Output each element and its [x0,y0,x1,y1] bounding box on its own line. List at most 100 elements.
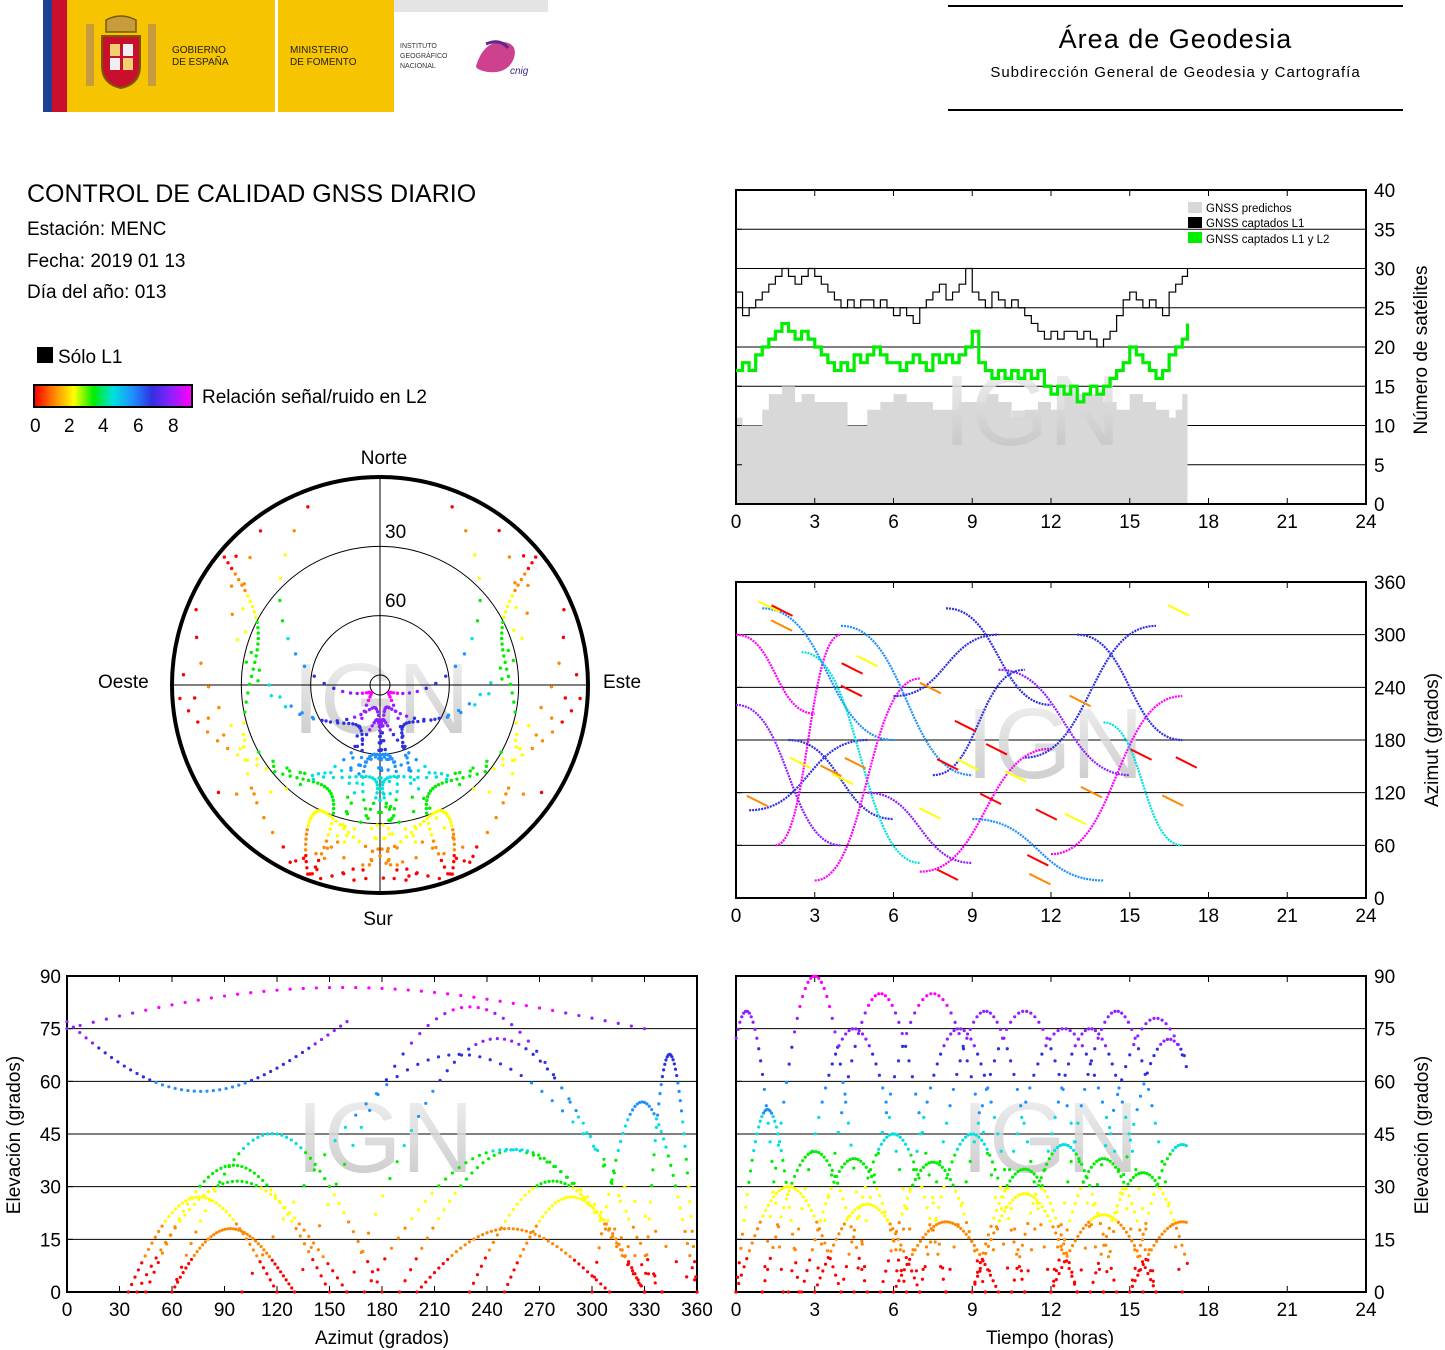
elev-time-track-12-pt-13 [1145,1071,1149,1075]
elev-az-track-3-pt-1 [148,1280,152,1284]
elev-time-track-13-pt-4 [740,1232,745,1236]
sky-track-16-pt-33 [345,795,350,799]
elev-time-track-21-pt-23 [1111,1162,1115,1166]
elev-az-track-5-pt-29 [535,1049,539,1053]
elev-time-track-1-pt-8 [782,1100,786,1104]
elev-az-track-0-pt-0 [65,1020,69,1024]
sky-track-5-pt-16 [408,775,413,779]
elev-time-track-26-pt-35 [986,1268,990,1272]
elev-time-track-13-pt-32 [786,1192,790,1197]
elev-az-track-4-pt-27 [245,1232,249,1236]
elev-time-track-22-pt-6 [1104,1234,1109,1239]
elev-az-track-3-pt-40 [311,1258,315,1262]
legend-label-predicted: GNSS predichos [1206,203,1292,215]
sky-track-9-pt-1 [539,790,544,795]
elev-az-track-0-pt-20 [192,1089,196,1093]
elev-time-track-18-pt-2 [923,1265,927,1269]
elev-az-track-14-pt-26 [652,1112,656,1116]
elev-time-track-9-pt-24 [1103,1044,1108,1048]
elev-az-track-7-pt-6 [403,1226,407,1230]
elev-az-track-1-pt-9 [183,1000,187,1005]
elev-az-track-3-pt-12 [194,1190,198,1194]
elev-az-track-8-pt-2 [409,1268,413,1272]
sky-track-13-pt-4 [534,733,538,737]
elev-time-track-4-pt-21 [937,994,941,998]
elev-time-track-19-pt-3 [978,1260,982,1265]
elev-time-track-9-pt-5 [1039,1187,1044,1191]
elev-time-track-16-pt-5 [852,1228,857,1232]
elev-time-track-5-pt-5 [908,1187,912,1191]
sky-track-15-pt-11 [351,835,356,839]
elev-time-track-17-pt-13 [913,1177,917,1182]
elev-time-track-4-pt-0 [852,1290,856,1294]
sky-track-14-pt-27 [447,817,452,821]
sky-track-4-pt-31 [359,820,363,824]
sky-track-1-pt-1 [258,529,263,533]
elev-time-track-8-pt-8 [1016,1132,1020,1136]
sky-track-3-pt-38 [471,854,475,859]
sky-track-8-pt-7 [311,777,316,781]
elev-time-track-5-pt-20 [959,1027,963,1031]
sky-track-12-pt-22 [388,754,392,759]
elev-time-track-25-pt-14 [850,1211,855,1215]
ytick-label-120: 120 [1374,784,1406,805]
sky-track-3-pt-11 [456,708,461,713]
elev-az-track-0-pt-10 [129,1068,133,1072]
elev-az-track-5-pt-26 [510,1023,514,1027]
elev-az-track-12-pt-10 [654,1125,659,1129]
ytick-label-15: 15 [1374,377,1395,398]
sky-track-3-pt-22 [400,727,404,732]
azimuth-track-13 [972,817,1104,882]
elev-az-track-11-pt-12 [541,1215,545,1219]
elev-time-track-24-pt-5 [747,1249,752,1253]
elev-time-track-0-pt-17 [740,1015,744,1019]
elev-time-track-26-pt-27 [964,1232,968,1236]
sky-track-8-pt-13 [360,738,365,742]
sky-track-2-pt-13 [412,716,417,720]
elev-time-track-9-pt-7 [1046,1149,1050,1153]
elev-time-track-7-pt-9 [980,1104,984,1108]
sky-track-0-pt-23 [376,713,381,718]
elev-time-track-3-pt-21 [883,994,888,998]
elev-time-track-14-pt-37 [860,1267,864,1272]
sky-track-16-pt-35 [343,824,347,829]
elev-time-track-7-pt-26 [1049,1047,1053,1051]
sky-track-1-pt-37 [322,856,327,861]
elev-time-track-2-pt-38 [914,1269,918,1273]
sky-track-0-pt-22 [375,710,380,714]
sky-track-11-pt-9 [507,599,512,603]
elev-az-track-1-pt-21 [341,985,345,990]
elev-time-track-24-pt-12 [766,1203,770,1207]
elev-time-track-6-pt-33 [1029,1159,1033,1164]
sky-track-11-pt-5 [519,577,524,582]
elev-az-track-8-pt-21 [514,1147,519,1152]
elev-time-track-21-pt-3 [1057,1258,1061,1262]
elev-az-track-6-pt-21 [495,1036,499,1041]
cnig-logo-icon: cnig [476,40,529,77]
elev-time-track-21-pt-15 [1089,1165,1093,1169]
elev-time-track-0-pt-37 [777,1245,782,1249]
sky-track-5-pt-27 [382,796,386,800]
sky-track-14-pt-30 [451,828,455,832]
elev-time-track-6-pt-29 [1015,1087,1019,1092]
elev-time-track-20-pt-38 [1112,1278,1116,1282]
sky-track-12-pt-10 [316,772,321,776]
elev-az-track-14-pt-43 [693,1278,697,1282]
elev-time-track-25-pt-0 [813,1290,817,1294]
sky-track-8-pt-14 [364,732,369,737]
elev-time-track-7-pt-12 [992,1059,997,1063]
legend-label-l1l2: GNSS captados L1 y L2 [1206,234,1329,246]
ytick-label-60: 60 [40,1072,61,1093]
xtick-label-3: 3 [809,906,820,927]
elev-az-track-1-pt-34 [511,1001,515,1005]
elev-time-track-28-pt-30 [1130,1239,1134,1243]
sky-track-8-pt-11 [349,751,353,755]
elev-time-track-14-pt-4 [771,1245,775,1250]
elev-time-track-4-pt-6 [876,1151,880,1155]
sky-track-9-pt-25 [378,734,382,739]
elev-time-track-13-pt-7 [745,1192,749,1197]
elev-az-track-1-pt-8 [170,1003,174,1007]
elev-az-track-0-pt-22 [205,1089,209,1093]
sky-track-8-pt-15 [368,728,372,732]
elev-time-track-28-pt-3 [1057,1271,1061,1276]
